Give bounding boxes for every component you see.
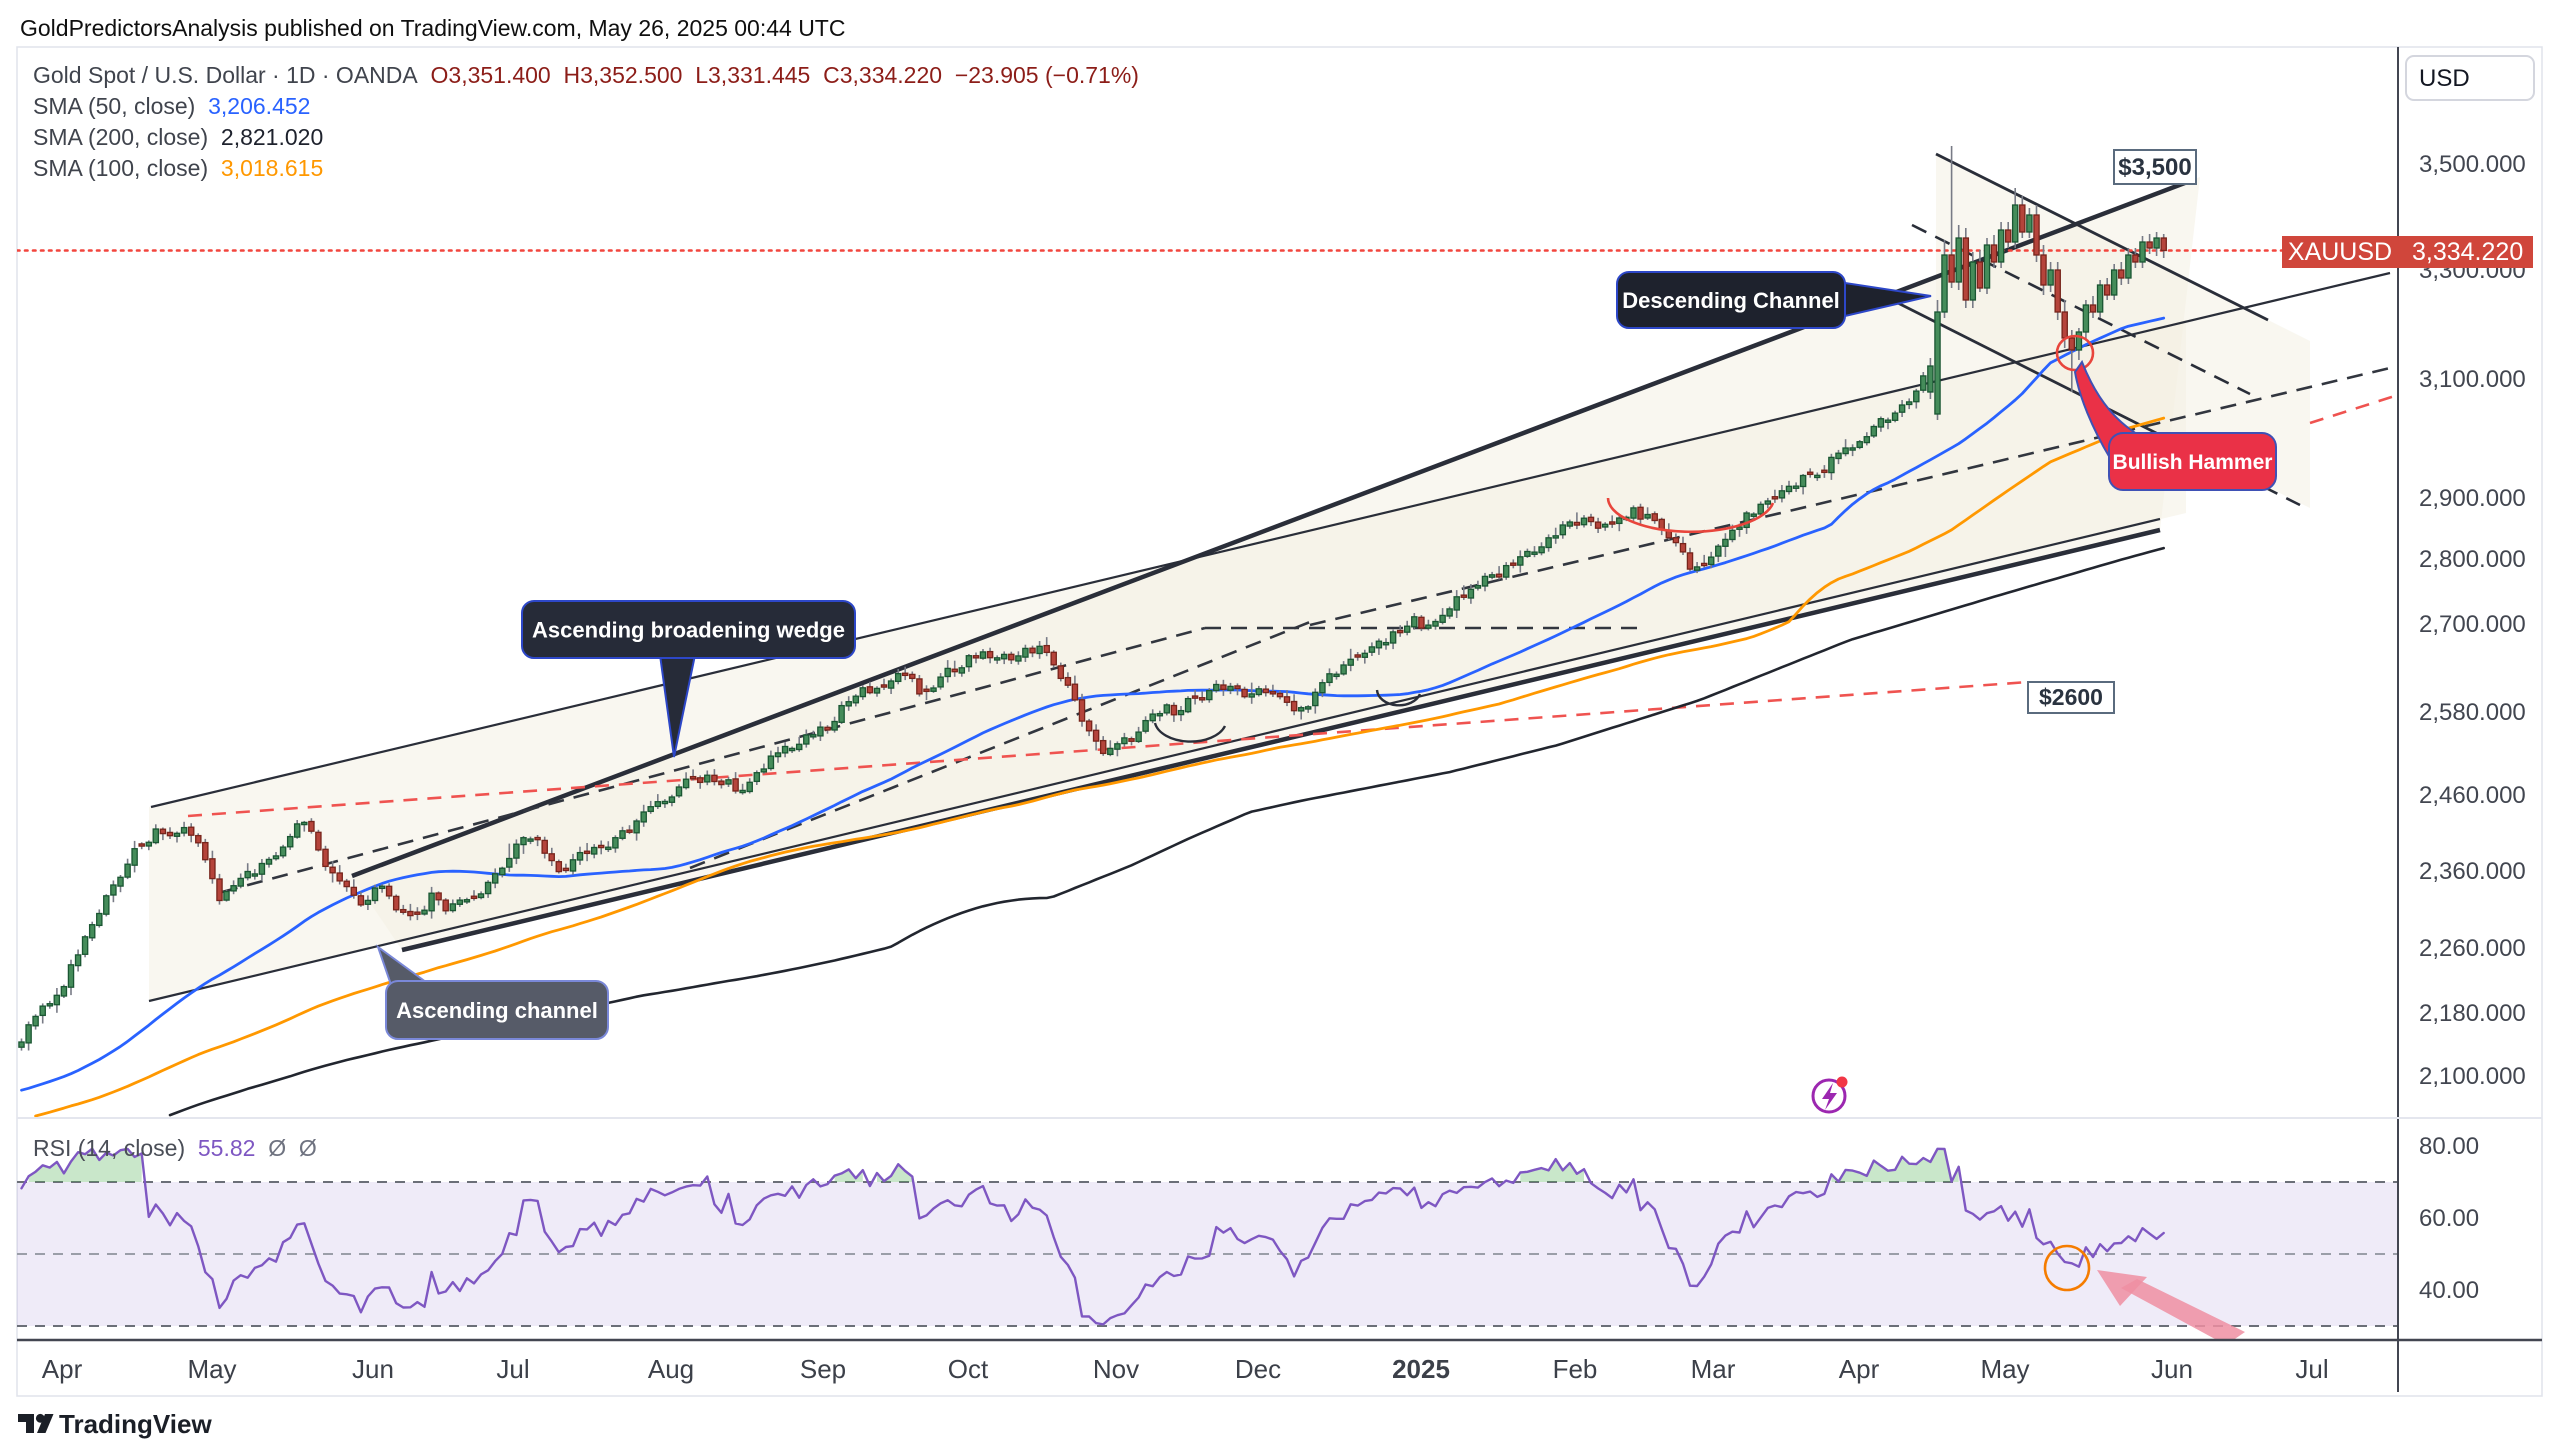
svg-text:2,260.000: 2,260.000 [2419,935,2526,962]
svg-text:Apr: Apr [1839,1354,1880,1384]
svg-text:RSI (14, close) 55.82 Ø Ø: RSI (14, close) 55.82 Ø Ø [33,1135,317,1161]
svg-text:2,460.000: 2,460.000 [2419,782,2526,809]
svg-text:Jun: Jun [2151,1354,2193,1384]
svg-text:2,180.000: 2,180.000 [2419,1000,2526,1027]
svg-text:Apr: Apr [42,1354,83,1384]
svg-text:Ascending channel: Ascending channel [396,998,598,1023]
svg-text:2,900.000: 2,900.000 [2419,485,2526,512]
svg-text:May: May [1980,1354,2029,1384]
svg-text:Mar: Mar [1691,1354,1736,1384]
svg-text:SMA (200, close) 2,821.020: SMA (200, close) 2,821.020 [33,124,323,150]
svg-text:Jul: Jul [496,1354,529,1384]
svg-text:Aug: Aug [648,1354,694,1384]
svg-text:Jul: Jul [2295,1354,2328,1384]
svg-text:Nov: Nov [1093,1354,1139,1384]
svg-text:2,800.000: 2,800.000 [2419,546,2526,573]
svg-text:Bullish Hammer: Bullish Hammer [2113,451,2273,474]
svg-text:Sep: Sep [800,1354,846,1384]
svg-text:60.00: 60.00 [2419,1205,2479,1232]
svg-text:2,360.000: 2,360.000 [2419,858,2526,885]
svg-text:$3,500: $3,500 [2118,154,2191,181]
svg-text:XAUUSD: XAUUSD [2288,238,2392,266]
svg-text:SMA (100, close) 3,018.615: SMA (100, close) 3,018.615 [33,155,323,181]
svg-text:2025: 2025 [1392,1354,1450,1384]
svg-text:3,100.000: 3,100.000 [2419,366,2526,393]
svg-text:Gold Spot / U.S. Dollar · 1D ·: Gold Spot / U.S. Dollar · 1D · OANDA O3,… [33,62,1139,88]
svg-text:Descending Channel: Descending Channel [1622,288,1840,313]
svg-text:Ascending broadening wedge: Ascending broadening wedge [532,617,845,642]
svg-text:GoldPredictorsAnalysis publish: GoldPredictorsAnalysis published on Trad… [20,15,845,41]
svg-text:3,500.000: 3,500.000 [2419,151,2526,178]
svg-text:Jun: Jun [352,1354,394,1384]
svg-text:2,580.000: 2,580.000 [2419,699,2526,726]
svg-text:$2600: $2600 [2039,684,2103,710]
svg-text:3,334.220: 3,334.220 [2412,238,2523,266]
svg-text:USD: USD [2419,65,2470,92]
svg-text:Oct: Oct [948,1354,989,1384]
svg-text:80.00: 80.00 [2419,1133,2479,1160]
svg-text:Dec: Dec [1235,1354,1281,1384]
svg-text:TradingView: TradingView [59,1409,212,1439]
svg-text:2,100.000: 2,100.000 [2419,1063,2526,1090]
svg-text:Feb: Feb [1553,1354,1598,1384]
svg-text:2,700.000: 2,700.000 [2419,611,2526,638]
svg-text:40.00: 40.00 [2419,1277,2479,1304]
svg-text:SMA (50, close) 3,206.452: SMA (50, close) 3,206.452 [33,93,310,119]
svg-text:May: May [187,1354,236,1384]
